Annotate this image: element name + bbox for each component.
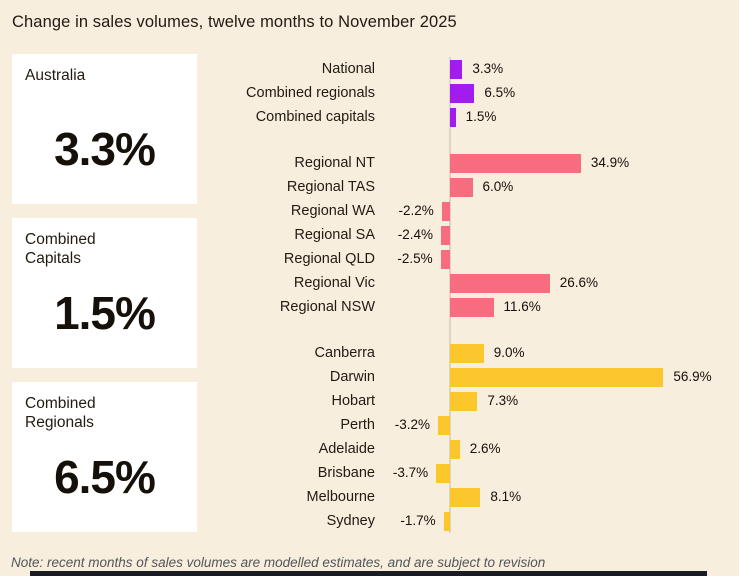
value-label: 11.6% bbox=[503, 299, 541, 314]
chart-row: National 3.3% bbox=[180, 57, 739, 81]
value-label: -2.4% bbox=[397, 227, 433, 242]
summary-card-combined-capitals: Combined Capitals 1.5% bbox=[12, 218, 197, 368]
category-label: Hobart bbox=[331, 393, 375, 409]
category-label: Regional WA bbox=[290, 203, 375, 219]
value-label: -1.7% bbox=[400, 513, 436, 528]
category-label: Regional Vic bbox=[293, 275, 375, 291]
category-label: Combined capitals bbox=[255, 109, 375, 125]
chart-row: Canberra 9.0% bbox=[180, 341, 739, 365]
chart-row: Sydney -1.7% bbox=[180, 509, 739, 533]
chart-row: Regional NSW 11.6% bbox=[180, 295, 739, 319]
category-label: Regional SA bbox=[294, 227, 375, 243]
category-label: Regional QLD bbox=[283, 251, 375, 267]
value-label: -3.2% bbox=[394, 417, 430, 432]
card-value: 1.5% bbox=[54, 287, 156, 339]
bar bbox=[450, 297, 494, 317]
category-label: Regional NSW bbox=[279, 299, 375, 315]
chart-row: Combined capitals 1.5% bbox=[180, 105, 739, 129]
bar bbox=[450, 367, 664, 387]
value-label: 6.5% bbox=[484, 85, 516, 100]
category-label: Regional NT bbox=[294, 155, 375, 171]
footer-bar bbox=[30, 571, 707, 576]
category-label: Melbourne bbox=[306, 489, 375, 505]
chart-row: Regional WA -2.2% bbox=[180, 199, 739, 223]
bar bbox=[443, 511, 450, 531]
bar bbox=[450, 177, 473, 197]
category-label: Regional TAS bbox=[286, 179, 375, 195]
card-label: Australia bbox=[25, 67, 86, 84]
bar bbox=[450, 391, 478, 411]
value-label: 56.9% bbox=[673, 369, 712, 384]
card-value: 3.3% bbox=[54, 123, 156, 175]
chart-row: Perth -3.2% bbox=[180, 413, 739, 437]
value-label: 1.5% bbox=[465, 109, 497, 124]
chart-row: Hobart 7.3% bbox=[180, 389, 739, 413]
bar bbox=[450, 83, 475, 103]
chart-row: Brisbane -3.7% bbox=[180, 461, 739, 485]
value-label: 26.6% bbox=[559, 275, 599, 290]
chart-row: Melbourne 8.1% bbox=[180, 485, 739, 509]
bar bbox=[450, 343, 484, 363]
value-label: -2.2% bbox=[398, 203, 434, 218]
bar bbox=[441, 225, 450, 245]
bar bbox=[450, 273, 550, 293]
value-label: 7.3% bbox=[487, 393, 519, 408]
bar bbox=[438, 415, 450, 435]
chart-row: Regional QLD -2.5% bbox=[180, 247, 739, 271]
bar bbox=[450, 487, 481, 507]
chart-title: Change in sales volumes, twelve months t… bbox=[12, 13, 457, 31]
chart-row: Regional SA -2.4% bbox=[180, 223, 739, 247]
chart-row: Regional Vic 26.6% bbox=[180, 271, 739, 295]
summary-card-australia: Australia 3.3% bbox=[12, 54, 197, 204]
card-label: Combined Regionals bbox=[25, 395, 96, 432]
chart-row: Adelaide 2.6% bbox=[180, 437, 739, 461]
card-value: 6.5% bbox=[54, 451, 156, 503]
bar bbox=[441, 201, 450, 221]
bar bbox=[450, 107, 456, 127]
bar-chart: National 3.3% Combined regionals 6.5% Combin… bbox=[180, 57, 739, 533]
category-label: Darwin bbox=[329, 369, 375, 385]
value-label: 2.6% bbox=[469, 441, 501, 456]
chart-row: Darwin 56.9% bbox=[180, 365, 739, 389]
bar bbox=[450, 59, 463, 79]
category-label: National bbox=[321, 61, 375, 77]
value-label: 3.3% bbox=[472, 61, 504, 76]
value-label: 34.9% bbox=[590, 155, 630, 170]
chart-row: Regional NT 34.9% bbox=[180, 151, 739, 175]
value-label: -2.5% bbox=[397, 251, 433, 266]
value-label: 9.0% bbox=[493, 345, 525, 360]
bar bbox=[450, 439, 460, 459]
bar bbox=[450, 153, 581, 173]
category-label: Canberra bbox=[314, 345, 375, 361]
footnote: Note: recent months of sales volumes are… bbox=[11, 555, 546, 570]
category-label: Brisbane bbox=[317, 465, 375, 481]
value-label: -3.7% bbox=[392, 465, 429, 480]
value-label: 6.0% bbox=[482, 179, 514, 194]
chart-row: Combined regionals 6.5% bbox=[180, 81, 739, 105]
category-label: Adelaide bbox=[318, 441, 375, 457]
bar bbox=[440, 249, 450, 269]
bar bbox=[436, 463, 450, 483]
summary-card-combined-regionals: Combined Regionals 6.5% bbox=[12, 382, 197, 532]
category-label: Sydney bbox=[326, 513, 375, 529]
value-label: 8.1% bbox=[490, 489, 522, 504]
card-label: Combined Capitals bbox=[25, 231, 96, 268]
zero-line bbox=[449, 57, 451, 533]
chart-row: Regional TAS 6.0% bbox=[180, 175, 739, 199]
category-label: Perth bbox=[340, 417, 375, 433]
category-label: Combined regionals bbox=[246, 85, 375, 101]
